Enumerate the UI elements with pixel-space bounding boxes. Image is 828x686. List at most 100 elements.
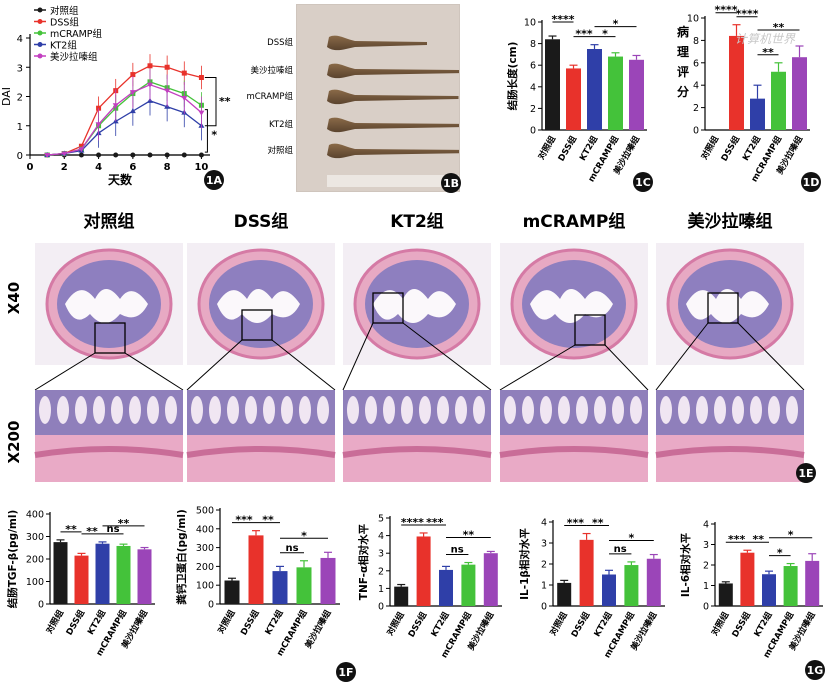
- significance-label: ns: [285, 543, 298, 554]
- data-point: [147, 63, 153, 69]
- crypt: [165, 396, 177, 424]
- y-tick-label: 3: [378, 549, 384, 560]
- panel-label-1g: 1G: [805, 660, 825, 680]
- svg-text:1E: 1E: [798, 467, 813, 480]
- zoom-line: [655, 322, 709, 391]
- x-tick-label: 6: [129, 162, 136, 173]
- y-tick-label: 200: [196, 562, 214, 573]
- svg-text:1F: 1F: [338, 666, 353, 679]
- crypt: [57, 396, 69, 424]
- crypt: [365, 396, 377, 424]
- significance-label: ****: [401, 516, 424, 529]
- x-tick-label: 对照组: [536, 134, 559, 162]
- crypt: [111, 396, 123, 424]
- data-point: [147, 82, 153, 88]
- series-line: [47, 100, 202, 156]
- histology-column-title: 美沙拉嗪组: [687, 212, 773, 232]
- bar: [805, 560, 820, 606]
- crypt: [383, 396, 395, 424]
- y-tick-label: 100: [196, 581, 214, 592]
- lumen: [65, 289, 148, 323]
- x-tick-label: 对照组: [44, 608, 67, 636]
- y-axis-label: 结肠TGF-β(pg/ml): [6, 510, 19, 609]
- data-point: [95, 122, 102, 128]
- bar: [718, 583, 733, 606]
- significance-label: ****: [551, 13, 574, 26]
- lumen: [373, 289, 456, 323]
- histology-panel: 对照组 DSS组 KT2组 mCRAMP组 美沙拉嗪组 X40 X200 1E: [0, 205, 828, 495]
- bar: [629, 59, 644, 130]
- data-point: [164, 152, 170, 158]
- zoom-box: [707, 292, 739, 324]
- colon-sample: [327, 117, 468, 133]
- colon-photo: DSS组 美沙拉嗪组 mCRAMP组 KT2组 对照组: [246, 4, 472, 192]
- y-tick-label: 0: [530, 126, 536, 137]
- crypt: [317, 396, 329, 424]
- bar: [762, 574, 776, 606]
- x-tick-label: DSS组: [64, 608, 87, 638]
- legend-label: KT2组: [50, 40, 77, 52]
- data-point: [44, 153, 51, 158]
- zoom-line: [402, 322, 492, 391]
- y-tick-label: 8: [693, 36, 699, 47]
- bar: [439, 569, 453, 606]
- photo-group-label: 美沙拉嗪组: [250, 66, 293, 76]
- y-tick-label: 200: [26, 555, 44, 566]
- crypt: [522, 396, 534, 424]
- crypt: [594, 396, 606, 424]
- ruler: [327, 175, 459, 187]
- x-tick-label: KT2组: [263, 608, 286, 637]
- y-tick-label: 0: [703, 602, 709, 613]
- histology-column-title: mCRAMP组: [522, 212, 626, 232]
- crypt: [696, 396, 708, 424]
- y-tick-label: 4: [693, 81, 699, 92]
- legend-label: 美沙拉嗪组: [50, 51, 98, 63]
- bar: [394, 586, 409, 606]
- bar: [740, 552, 755, 606]
- legend-marker: [37, 19, 43, 24]
- crypt: [732, 396, 744, 424]
- data-point: [130, 72, 136, 78]
- bar: [272, 571, 288, 604]
- crypt: [147, 396, 159, 424]
- significance-label: ****: [735, 8, 758, 21]
- bar: [53, 542, 68, 604]
- series-line: [47, 81, 202, 156]
- significance-label: ***: [728, 533, 746, 546]
- bar: [320, 557, 336, 604]
- crypt: [630, 396, 642, 424]
- y-tick-label: 3: [541, 539, 547, 550]
- svg-text:1D: 1D: [803, 176, 820, 189]
- crypt: [75, 396, 87, 424]
- zoom-line: [737, 322, 805, 391]
- y-tick-label: 4: [703, 520, 709, 531]
- photo-group-label: 对照组: [267, 146, 293, 156]
- y-tick-label: 4: [530, 82, 536, 93]
- crypt: [768, 396, 780, 424]
- x-tick-label: DSS组: [569, 610, 592, 640]
- data-point: [78, 152, 84, 158]
- crypt: [263, 396, 275, 424]
- y-axis-label: 结肠长度(cm): [506, 42, 519, 111]
- y-tick-label: 300: [196, 543, 214, 554]
- y-tick-label: 2: [541, 560, 547, 571]
- significance-label: *: [788, 529, 794, 542]
- y-tick-label: 0: [541, 602, 547, 613]
- bar: [545, 39, 560, 130]
- y-axis-label: DAI: [0, 87, 13, 106]
- bar: [624, 565, 639, 606]
- significance-label: ****: [714, 4, 737, 17]
- significance-label: ***: [567, 517, 585, 530]
- bar: [95, 543, 110, 604]
- data-point: [198, 74, 204, 80]
- watermark: 计算机世界: [735, 32, 796, 46]
- muscle-layer: [186, 446, 336, 458]
- zoom-line: [342, 322, 374, 391]
- x-tick-label: DSS组: [730, 610, 753, 640]
- data-point: [96, 152, 102, 158]
- y-tick-label: 4: [541, 518, 547, 529]
- y-tick-label: 100: [26, 577, 44, 588]
- bar: [783, 566, 798, 606]
